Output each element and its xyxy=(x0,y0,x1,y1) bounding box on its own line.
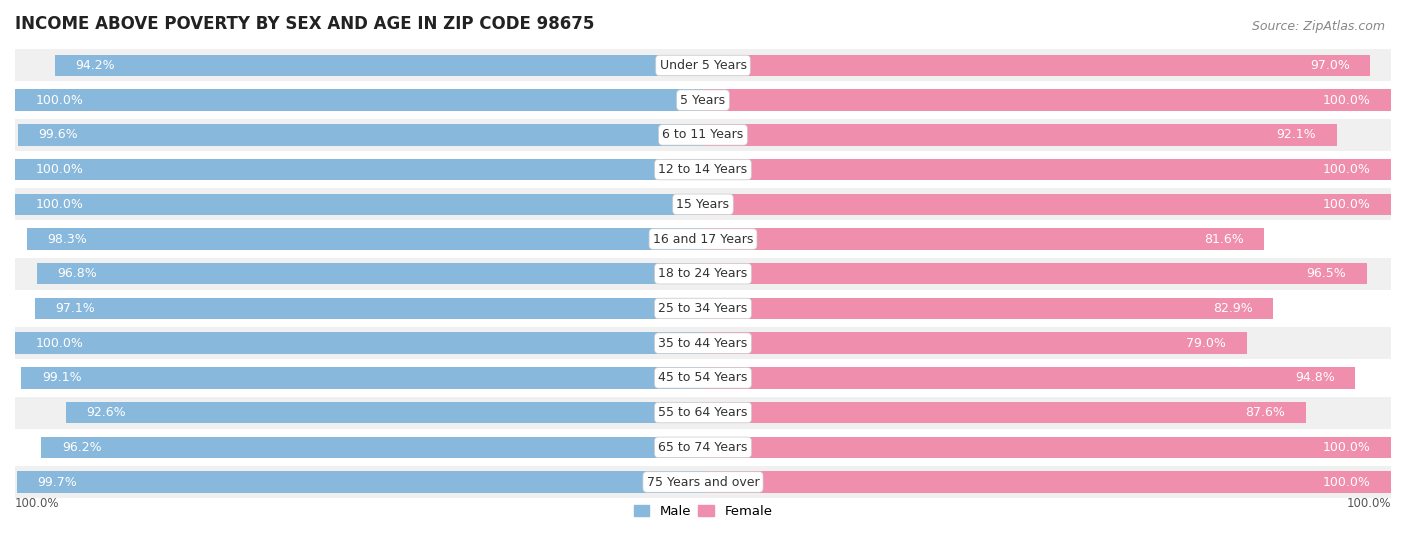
Bar xyxy=(15,159,703,181)
Text: 100.0%: 100.0% xyxy=(35,198,83,211)
Text: 98.3%: 98.3% xyxy=(48,233,87,245)
Text: 65 to 74 Years: 65 to 74 Years xyxy=(658,441,748,454)
Text: 92.6%: 92.6% xyxy=(87,406,127,419)
Text: 79.0%: 79.0% xyxy=(1187,337,1226,349)
Bar xyxy=(15,223,1391,255)
Text: 87.6%: 87.6% xyxy=(1246,406,1285,419)
Text: 18 to 24 Years: 18 to 24 Years xyxy=(658,267,748,280)
Bar xyxy=(66,402,703,423)
Text: 6 to 11 Years: 6 to 11 Years xyxy=(662,129,744,141)
Bar xyxy=(18,124,703,146)
Bar xyxy=(15,89,703,111)
Text: 81.6%: 81.6% xyxy=(1204,233,1244,245)
Text: 99.1%: 99.1% xyxy=(42,371,82,385)
Text: 25 to 34 Years: 25 to 34 Years xyxy=(658,302,748,315)
Text: 99.7%: 99.7% xyxy=(38,476,77,489)
Bar xyxy=(703,193,1391,215)
Text: 100.0%: 100.0% xyxy=(15,497,59,510)
Bar xyxy=(703,298,1274,319)
Bar xyxy=(703,333,1247,354)
Bar xyxy=(27,228,703,250)
Text: 16 and 17 Years: 16 and 17 Years xyxy=(652,233,754,245)
Text: 100.0%: 100.0% xyxy=(1323,198,1371,211)
Bar xyxy=(703,89,1391,111)
Bar xyxy=(41,437,703,458)
Bar xyxy=(703,124,1337,146)
Bar xyxy=(703,437,1391,458)
Text: 100.0%: 100.0% xyxy=(35,337,83,349)
Text: 96.2%: 96.2% xyxy=(62,441,101,454)
Text: 35 to 44 Years: 35 to 44 Years xyxy=(658,337,748,349)
Bar xyxy=(15,333,703,354)
Text: 96.5%: 96.5% xyxy=(1306,267,1347,280)
Text: 55 to 64 Years: 55 to 64 Years xyxy=(658,406,748,419)
Text: 12 to 14 Years: 12 to 14 Years xyxy=(658,163,748,176)
Bar xyxy=(703,402,1306,423)
Text: 100.0%: 100.0% xyxy=(1323,94,1371,107)
Bar xyxy=(15,258,1391,290)
Bar xyxy=(55,55,703,76)
Bar xyxy=(703,159,1391,181)
Text: 94.8%: 94.8% xyxy=(1295,371,1334,385)
Text: 96.8%: 96.8% xyxy=(58,267,97,280)
Legend: Male, Female: Male, Female xyxy=(628,499,778,523)
Bar xyxy=(703,367,1355,389)
Text: 5 Years: 5 Years xyxy=(681,94,725,107)
Bar xyxy=(15,327,1391,359)
Text: 97.1%: 97.1% xyxy=(56,302,96,315)
Text: 94.2%: 94.2% xyxy=(76,59,115,72)
Bar xyxy=(15,84,1391,116)
Bar xyxy=(703,55,1371,76)
Text: 100.0%: 100.0% xyxy=(1347,497,1391,510)
Bar xyxy=(15,396,1391,429)
Bar xyxy=(15,292,1391,324)
Text: 15 Years: 15 Years xyxy=(676,198,730,211)
Bar xyxy=(703,471,1391,493)
Bar xyxy=(15,50,1391,82)
Bar xyxy=(15,432,1391,463)
Bar xyxy=(15,466,1391,498)
Text: INCOME ABOVE POVERTY BY SEX AND AGE IN ZIP CODE 98675: INCOME ABOVE POVERTY BY SEX AND AGE IN Z… xyxy=(15,15,595,33)
Bar xyxy=(37,263,703,285)
Bar xyxy=(15,154,1391,186)
Text: Under 5 Years: Under 5 Years xyxy=(659,59,747,72)
Bar xyxy=(17,471,703,493)
Text: 100.0%: 100.0% xyxy=(35,163,83,176)
Bar xyxy=(15,362,1391,394)
Bar xyxy=(703,228,1264,250)
Text: 97.0%: 97.0% xyxy=(1310,59,1350,72)
Bar xyxy=(21,367,703,389)
Text: 45 to 54 Years: 45 to 54 Years xyxy=(658,371,748,385)
Text: 100.0%: 100.0% xyxy=(1323,441,1371,454)
Bar xyxy=(15,119,1391,151)
Bar xyxy=(703,263,1367,285)
Text: 100.0%: 100.0% xyxy=(1323,163,1371,176)
Text: 75 Years and over: 75 Years and over xyxy=(647,476,759,489)
Text: Source: ZipAtlas.com: Source: ZipAtlas.com xyxy=(1251,20,1385,32)
Bar xyxy=(15,188,1391,220)
Bar xyxy=(35,298,703,319)
Text: 100.0%: 100.0% xyxy=(1323,476,1371,489)
Bar xyxy=(15,193,703,215)
Text: 82.9%: 82.9% xyxy=(1213,302,1253,315)
Text: 99.6%: 99.6% xyxy=(38,129,77,141)
Text: 92.1%: 92.1% xyxy=(1277,129,1316,141)
Text: 100.0%: 100.0% xyxy=(35,94,83,107)
